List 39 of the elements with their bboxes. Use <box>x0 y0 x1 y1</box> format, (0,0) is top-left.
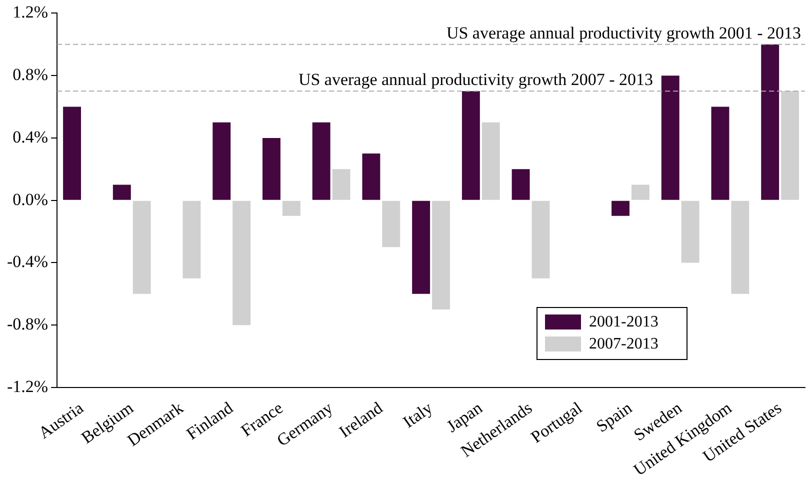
y-tick-label: 1.2% <box>12 2 48 22</box>
bar <box>661 76 680 200</box>
y-tick-label: -1.2% <box>6 376 48 396</box>
bar <box>362 154 380 200</box>
legend-label: 2001-2013 <box>589 314 658 331</box>
legend-label: 2007-2013 <box>589 336 658 353</box>
y-tick-label: 0.4% <box>12 127 48 146</box>
y-tick-label: 0.8% <box>12 65 48 84</box>
ref-line-label: US average annual productivity growth 2007 - 2013 <box>298 70 653 90</box>
bar <box>781 91 800 200</box>
bar <box>532 200 550 278</box>
bar <box>412 200 430 294</box>
bar <box>512 169 530 200</box>
bar <box>112 184 131 200</box>
x-tick-label: Italy <box>399 398 436 432</box>
bar <box>212 122 231 200</box>
bar <box>612 200 630 216</box>
y-tick-label: 0.0% <box>12 190 48 209</box>
bar <box>382 200 400 248</box>
bar <box>462 91 480 200</box>
y-tick-label: -0.4% <box>6 252 48 272</box>
bar <box>132 200 151 294</box>
bar <box>262 138 280 200</box>
bar <box>711 106 730 200</box>
bar <box>312 122 330 200</box>
bar <box>482 122 500 200</box>
ref-line-label: US average annual productivity growth 2001 - 2013 <box>446 23 801 42</box>
bar <box>731 200 750 294</box>
x-tick-label: Spain <box>592 398 636 436</box>
bar <box>332 169 350 200</box>
bar <box>761 44 780 200</box>
bar <box>232 200 251 326</box>
y-tick-label: -0.8% <box>6 314 48 334</box>
bar <box>282 200 300 216</box>
bar <box>432 200 450 310</box>
bar <box>681 200 700 263</box>
bar <box>631 184 650 200</box>
bar <box>182 200 201 278</box>
bar <box>63 106 82 200</box>
